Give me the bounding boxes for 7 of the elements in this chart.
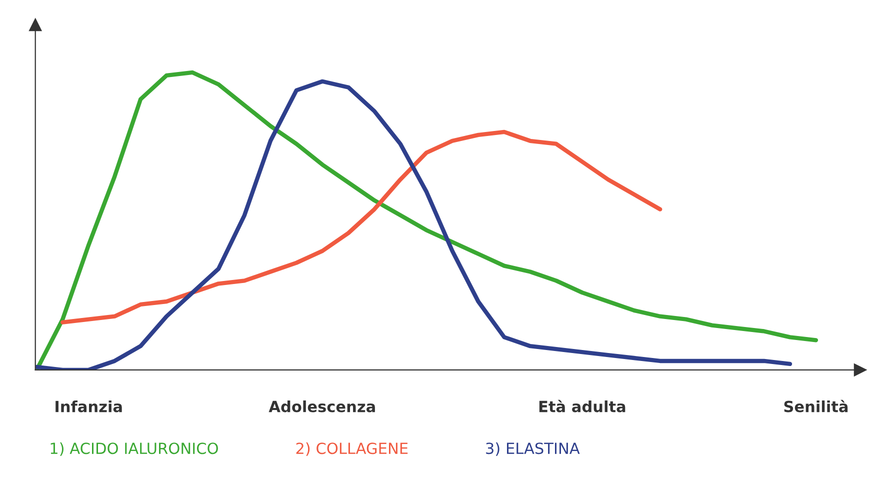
text: 2) COLLAGENE [296, 442, 408, 456]
text: 3) ELASTINA [486, 442, 580, 456]
text: 1) ACIDO IALURONICO [50, 442, 218, 456]
x-tick-label: Adolescenza [268, 400, 375, 412]
x-tick-label: Infanzia [56, 400, 122, 412]
x-tick-label: Età adulta [539, 400, 626, 412]
x-tick-label: Senilità [784, 400, 848, 412]
